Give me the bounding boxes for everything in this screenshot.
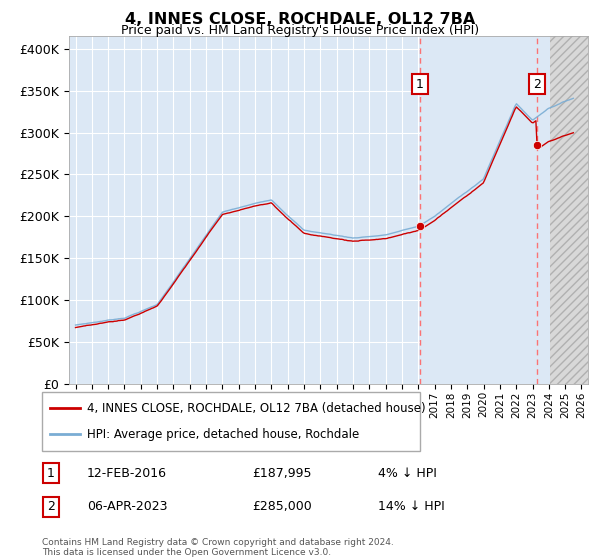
Text: 12-FEB-2016: 12-FEB-2016: [87, 466, 167, 480]
Text: 2: 2: [533, 78, 541, 91]
Text: £187,995: £187,995: [252, 466, 311, 480]
Text: 4% ↓ HPI: 4% ↓ HPI: [378, 466, 437, 480]
Text: Contains HM Land Registry data © Crown copyright and database right 2024.
This d: Contains HM Land Registry data © Crown c…: [42, 538, 394, 557]
Text: 4, INNES CLOSE, ROCHDALE, OL12 7BA: 4, INNES CLOSE, ROCHDALE, OL12 7BA: [125, 12, 475, 27]
Text: 06-APR-2023: 06-APR-2023: [87, 500, 167, 514]
Text: 1: 1: [47, 466, 55, 480]
Text: £285,000: £285,000: [252, 500, 312, 514]
Text: 2: 2: [47, 500, 55, 514]
Text: 1: 1: [416, 78, 424, 91]
Text: HPI: Average price, detached house, Rochdale: HPI: Average price, detached house, Roch…: [88, 428, 359, 441]
Text: Price paid vs. HM Land Registry's House Price Index (HPI): Price paid vs. HM Land Registry's House …: [121, 24, 479, 36]
Text: 4, INNES CLOSE, ROCHDALE, OL12 7BA (detached house): 4, INNES CLOSE, ROCHDALE, OL12 7BA (deta…: [88, 402, 426, 415]
FancyBboxPatch shape: [42, 392, 420, 451]
Text: 14% ↓ HPI: 14% ↓ HPI: [378, 500, 445, 514]
